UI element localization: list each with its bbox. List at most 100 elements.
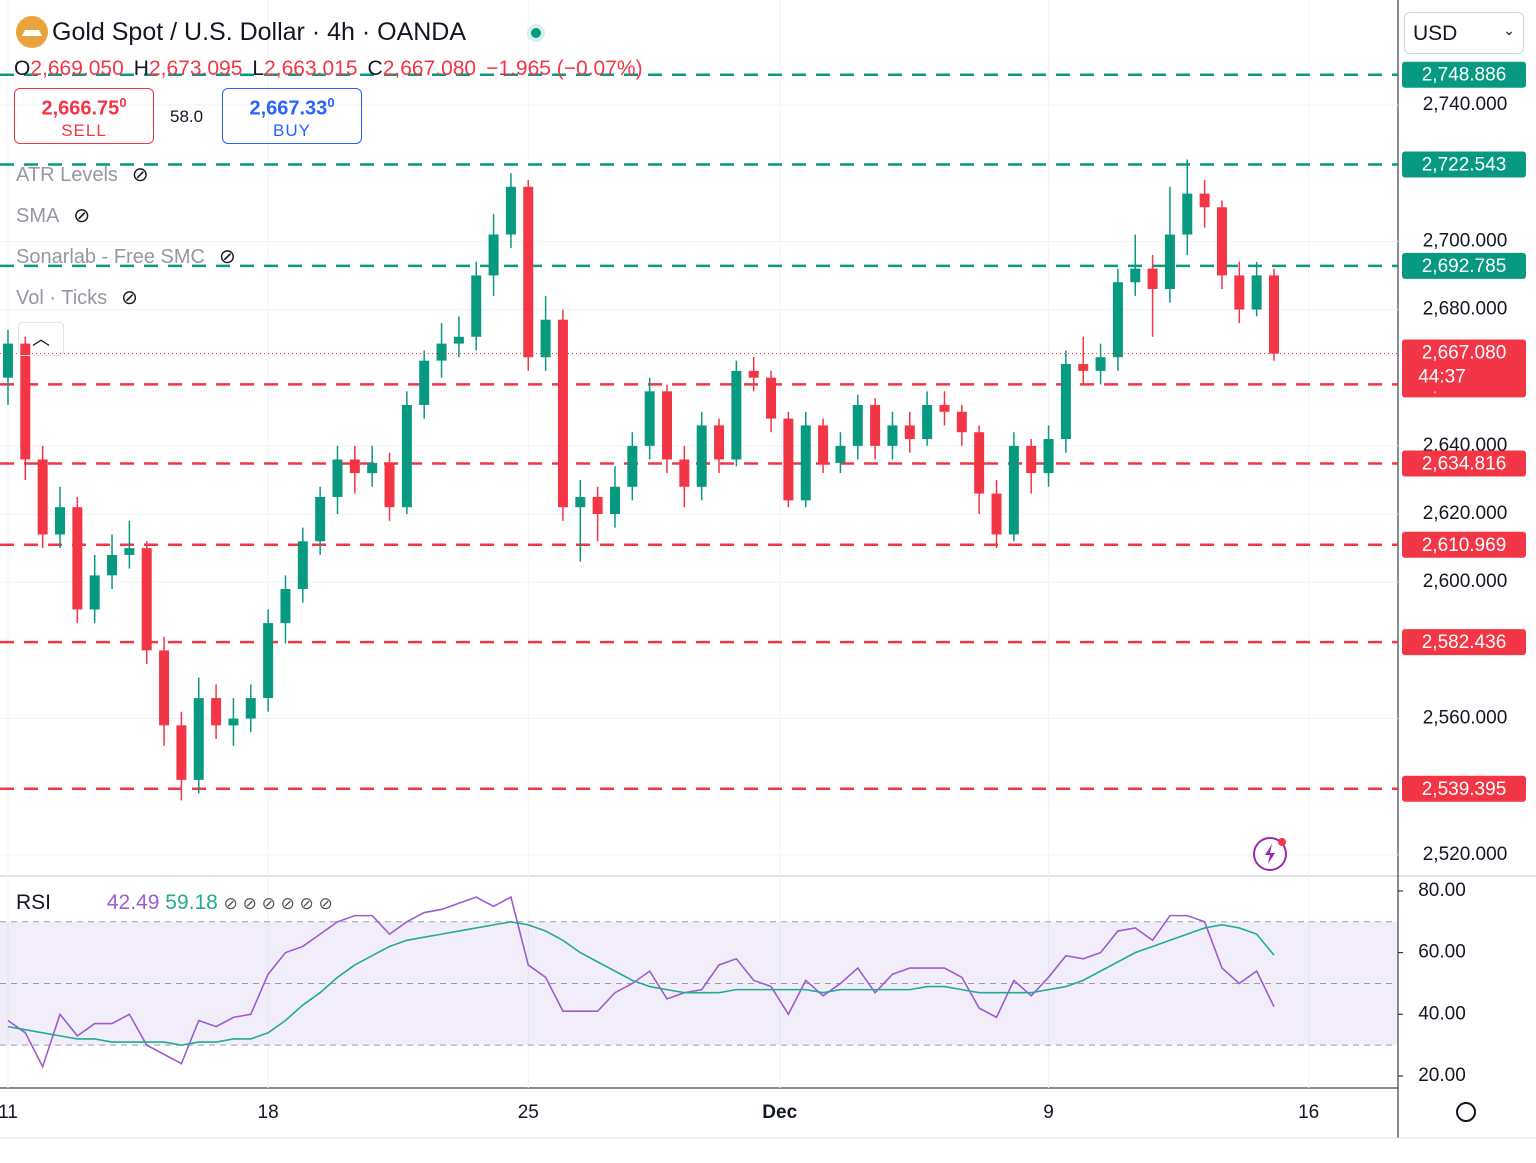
buy-price-sup: 0 [327,95,335,110]
candle-body [1164,234,1175,290]
last-price-box [1402,339,1526,392]
indicator-row[interactable]: SMA ⊘ [16,203,90,228]
rsi-line [7,895,1275,1069]
level-label-box [1402,629,1526,656]
indicator-name: Vol · Ticks [16,287,108,309]
candle-body [835,445,846,463]
dropdown-arrow: ⌄ [1503,22,1515,38]
x-tick-label: 11 [0,1102,18,1123]
collapse-button[interactable]: ︿ [18,322,64,356]
candle-body [1008,445,1019,535]
candle-body [714,425,725,460]
candle-body [662,391,673,460]
candle-body [800,425,811,501]
candle-body [1026,445,1037,474]
level-label-box [1402,450,1526,477]
x-tick-label: 16 [1298,1102,1319,1123]
candle-body [1182,193,1193,235]
ohlc-value: 2,669.050 [30,57,124,80]
candle-body [228,718,239,726]
rsi-line [7,920,1275,1046]
candle-body [419,360,430,405]
candle-body [627,445,638,487]
candle-body [974,432,985,494]
candle-body [384,462,395,508]
candle-body [1078,364,1089,371]
candle-body [367,462,378,474]
candle-body [505,186,516,235]
y-tick-label: 2,740.000 [1423,94,1508,115]
visibility-icon: ⊘ [131,164,149,186]
candle-body [870,404,881,446]
level-label-box [1402,151,1526,178]
level-label: 2,692.785 [1422,256,1507,277]
candle-body [887,425,898,446]
candle-body [609,486,620,515]
status-dot-inner [531,28,541,38]
level-label: 2,722.543 [1422,155,1507,176]
ohlc-key: C [367,57,383,80]
candle-body [332,459,343,497]
rsi-tick-label: 40.00 [1418,1003,1466,1024]
logo-icon [22,30,42,36]
chart-title: Gold Spot / U.S. Dollar · 4h · OANDA [52,18,467,46]
alert-circle [1253,837,1287,871]
candle-body [991,493,1002,535]
candle-body [956,411,967,433]
candle-body [280,589,291,624]
candle-body [679,459,690,487]
indicator-name: SMA [16,205,60,227]
indicator-row[interactable]: ATR Levels ⊘ [16,162,149,187]
sell-label: SELL [61,120,107,140]
candle-body [748,370,759,378]
candle-body [72,507,83,610]
candle-body [783,418,794,501]
visibility-icon: ⊘ [121,287,138,309]
rsi-legend: RSI 42.49 59.18 ⊘ ⊘ ⊘ ⊘ ⊘ ⊘ [16,891,333,915]
y-tick-label: 2,600.000 [1423,571,1508,592]
candle-body [1147,268,1158,290]
indicator-row[interactable]: Vol · Ticks ⊘ [16,285,138,310]
indicator-row[interactable]: Sonarlab - Free SMC ⊘ [16,244,236,269]
candle-body [349,459,360,474]
indicator-name: ATR Levels [16,164,118,186]
candle-body [107,554,118,576]
candle-body [211,698,222,726]
candle-body [1234,275,1245,310]
level-label-box [1402,61,1526,88]
y-tick-label: 2,700.000 [1423,230,1508,251]
candle-body [766,377,777,419]
x-tick-label: 9 [1043,1102,1054,1123]
ohlc-legend: O2,669.050 H2,673.095 L2,663.015 C2,667.080… [14,57,653,81]
status-dot [527,24,545,42]
candle-body [818,425,829,463]
sell-button[interactable]: 2,666.750 SELL [14,88,154,144]
level-label-box [1402,252,1526,279]
settings-icon[interactable] [1456,1102,1476,1122]
rsi-ma-value: 59.18 [165,891,218,914]
buy-label: BUY [273,120,311,140]
alert-badge [1278,838,1286,846]
buy-button[interactable]: 2,667.330 BUY [222,88,362,144]
ohlc-key: H [133,57,149,80]
level-label: 2,582.436 [1422,632,1507,653]
rsi-value: 42.49 [106,891,160,914]
visibility-icon: ⊘ [218,246,236,268]
alert-icon[interactable] [1252,834,1292,874]
y-tick-label: 2,680.000 [1423,299,1508,320]
x-tick-label: 25 [518,1102,539,1123]
currency-select[interactable]: USD ⌄ [1404,12,1524,54]
rsi-tick-label: 60.00 [1418,942,1466,963]
candle-body [1095,357,1106,371]
ohlc-key: L [252,57,265,80]
candle-body [523,186,534,358]
candle-body [1268,275,1279,354]
candle-body [575,496,586,508]
candle-body [540,319,551,358]
candle-body [141,548,152,651]
alert-bolt [1265,844,1275,864]
indicator-name: Sonarlab - Free SMC [16,246,205,268]
currency-label: USD [1413,22,1458,45]
